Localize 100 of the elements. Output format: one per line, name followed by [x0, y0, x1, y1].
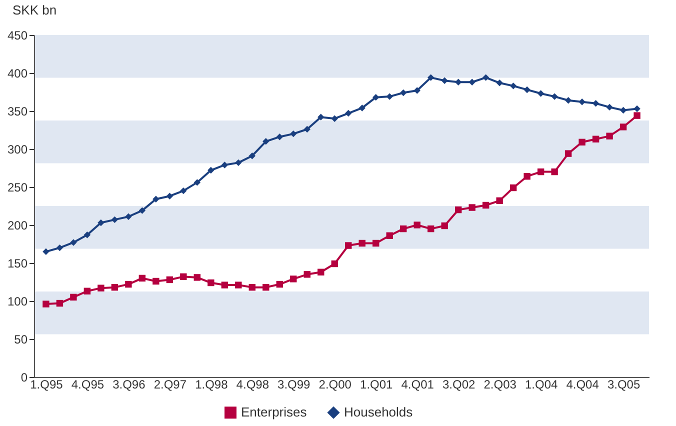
- y-tick-label: 250: [7, 180, 28, 194]
- point: [358, 240, 366, 247]
- point: [318, 268, 324, 276]
- point: [510, 82, 517, 90]
- point: [70, 239, 77, 246]
- point: [152, 278, 160, 285]
- point: [290, 276, 297, 282]
- point: [125, 280, 132, 288]
- point: [194, 179, 201, 186]
- point: [414, 222, 420, 228]
- x-tick-label: 3.Q99: [278, 378, 311, 392]
- x-tick-label: 3.Q96: [112, 378, 146, 392]
- point: [304, 126, 310, 133]
- point: [524, 173, 530, 180]
- point: [345, 242, 352, 249]
- y-tick-label: 150: [7, 256, 28, 270]
- point: [524, 86, 530, 94]
- point: [427, 225, 434, 232]
- point: [221, 162, 228, 168]
- point: [138, 207, 146, 214]
- point: [620, 124, 627, 130]
- point: [551, 168, 558, 176]
- point: [551, 93, 558, 100]
- point: [606, 132, 613, 140]
- point: [235, 282, 242, 288]
- point: [345, 110, 352, 117]
- point: [56, 244, 64, 252]
- point: [290, 130, 297, 138]
- point: [235, 159, 242, 166]
- point: [262, 138, 270, 145]
- point: [70, 294, 77, 301]
- point: [564, 150, 572, 157]
- y-tick-label: 450: [7, 28, 28, 42]
- y-tick-label: 200: [7, 218, 28, 232]
- point: [318, 114, 324, 120]
- point: [125, 213, 132, 220]
- x-tick-label: 1.Q04: [524, 378, 558, 392]
- point: [468, 78, 476, 86]
- point: [111, 216, 118, 224]
- point: [276, 133, 283, 140]
- x-tick-label: 4.Q04: [566, 378, 600, 392]
- legend-label: Households: [344, 404, 414, 420]
- y-tick-label: 300: [7, 142, 28, 156]
- point: [372, 94, 380, 101]
- point: [454, 78, 462, 86]
- y-tick-label: 100: [7, 294, 28, 308]
- point: [386, 93, 393, 100]
- point: [634, 112, 640, 119]
- point: [427, 74, 434, 81]
- point: [248, 152, 256, 160]
- point: [441, 222, 448, 230]
- point: [276, 280, 283, 288]
- point: [221, 282, 228, 288]
- point: [537, 90, 544, 97]
- point: [98, 284, 104, 292]
- point: [248, 284, 256, 291]
- point: [482, 202, 490, 209]
- point: [496, 80, 503, 86]
- point: [468, 204, 476, 211]
- point: [42, 300, 50, 308]
- y-tick-label: 400: [7, 66, 28, 80]
- point: [304, 271, 310, 278]
- x-tick-label: 3.Q02: [442, 378, 476, 392]
- x-tick-label: 1.Q95: [30, 378, 64, 392]
- x-tick-label: 4.Q95: [71, 378, 104, 392]
- point: [606, 104, 613, 111]
- y-tick-label: 50: [14, 332, 28, 346]
- point: [400, 89, 407, 96]
- x-tick-label: 4.Q98: [236, 378, 270, 392]
- point: [331, 260, 338, 268]
- legend-label: Enterprises: [241, 404, 308, 420]
- point: [620, 106, 627, 114]
- point: [414, 87, 420, 94]
- y-tick-label: 0: [20, 370, 28, 384]
- x-tick-label: 4.Q01: [401, 378, 434, 392]
- point: [56, 300, 64, 307]
- point: [510, 184, 517, 192]
- point: [634, 105, 640, 112]
- point: [441, 77, 448, 84]
- point: [372, 240, 380, 247]
- point: [111, 284, 118, 291]
- point: [98, 219, 104, 226]
- point: [194, 274, 201, 281]
- x-tick-label: 2.Q97: [154, 378, 187, 392]
- point: [208, 166, 214, 174]
- point: [578, 138, 586, 146]
- point: [180, 187, 187, 194]
- point: [331, 115, 338, 122]
- point: [400, 225, 407, 232]
- point: [262, 284, 270, 291]
- x-tick-label: 2.Q03: [484, 378, 517, 392]
- point: [84, 232, 91, 238]
- point: [386, 232, 393, 239]
- x-tick-label: 2.Q00: [318, 378, 352, 392]
- point: [84, 288, 91, 294]
- point: [152, 196, 160, 203]
- point: [166, 192, 174, 200]
- y-tick-label: 350: [7, 104, 28, 118]
- point: [454, 206, 462, 214]
- y-axis-title: SKK bn: [12, 2, 57, 18]
